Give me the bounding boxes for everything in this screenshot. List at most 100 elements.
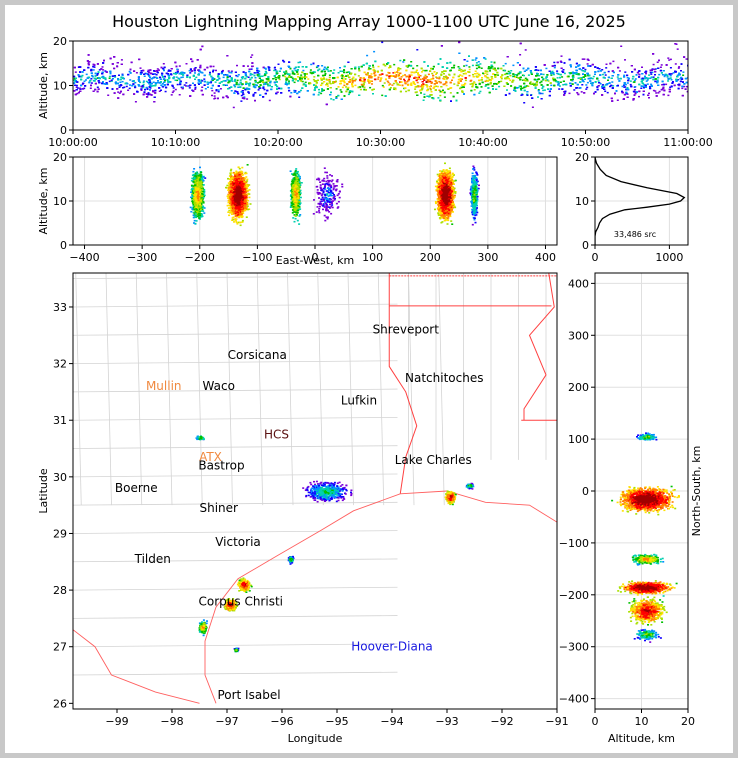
lightning-source [268, 69, 271, 71]
lightning-source [494, 75, 497, 77]
lightning-source [290, 92, 293, 94]
lightning-source [623, 86, 626, 88]
lightning-source [326, 82, 329, 85]
lightning-source [656, 61, 659, 63]
lightning-source [287, 83, 290, 85]
lightning-source [339, 82, 342, 85]
lightning-source [640, 80, 643, 83]
lightning-source [354, 73, 357, 76]
lightning-source [333, 69, 336, 71]
lightning-source [520, 89, 523, 91]
lightning-source [440, 73, 443, 76]
lightning-source [269, 80, 272, 83]
lightning-source [288, 74, 291, 77]
lightning-source [301, 87, 304, 89]
lightning-source [423, 93, 426, 96]
lightning-source [591, 82, 594, 84]
lightning-source [242, 71, 245, 73]
lightning-source [137, 77, 140, 79]
lightning-source [662, 70, 665, 72]
lightning-source [328, 74, 331, 76]
lightning-source [123, 86, 126, 88]
lightning-source [423, 79, 426, 81]
lightning-source [387, 81, 390, 84]
lightning-source [682, 81, 684, 83]
lightning-source [199, 82, 202, 84]
lightning-source [651, 68, 654, 70]
lightning-source [180, 73, 183, 75]
lightning-source [294, 69, 297, 72]
lightning-source [293, 89, 296, 92]
lightning-source [559, 81, 562, 83]
lightning-source [370, 80, 373, 82]
lightning-source [603, 71, 606, 74]
lightning-source [685, 85, 688, 88]
lightning-source [623, 84, 625, 86]
lightning-source [561, 70, 564, 73]
lightning-source [317, 94, 320, 96]
lightning-source [244, 77, 247, 80]
lightning-source [263, 88, 266, 91]
lightning-source [254, 83, 257, 86]
lightning-source [206, 81, 209, 83]
lightning-source [683, 56, 686, 58]
lightning-source [83, 80, 86, 82]
lightning-source [304, 77, 306, 80]
lightning-source [496, 74, 499, 76]
lightning-source [108, 75, 111, 78]
lightning-source [492, 39, 494, 41]
lightning-source [117, 78, 119, 80]
lightning-source [152, 81, 155, 83]
lightning-source [585, 84, 588, 86]
lightning-source [436, 85, 439, 88]
lightning-source [553, 80, 556, 82]
lightning-source [160, 84, 163, 86]
lightning-source [575, 66, 578, 68]
lightning-source [464, 77, 467, 79]
lightning-source [354, 84, 357, 87]
lightning-source [304, 85, 307, 87]
lightning-source [80, 75, 83, 78]
lightning-source [551, 70, 554, 73]
lightning-source [636, 71, 639, 74]
lightning-source [399, 81, 401, 83]
lightning-source [541, 76, 543, 79]
lightning-source [660, 88, 663, 91]
lightning-source [575, 71, 578, 74]
lightning-source [436, 77, 439, 79]
lightning-source [337, 86, 340, 88]
lightning-source [176, 71, 179, 73]
time-tick-label: 10:10:00 [151, 136, 200, 149]
lightning-source [537, 69, 540, 72]
lightning-source [443, 96, 446, 98]
lightning-source [451, 67, 453, 69]
lightning-source [457, 66, 460, 68]
lightning-source [129, 72, 132, 74]
lightning-source [317, 65, 320, 67]
lightning-source [433, 83, 436, 85]
lightning-source [141, 85, 144, 87]
lightning-source [242, 87, 245, 89]
lightning-source [546, 79, 549, 81]
lightning-source [679, 80, 682, 83]
lightning-source [80, 84, 83, 87]
lightning-source [490, 76, 493, 78]
lightning-source [604, 77, 606, 79]
lightning-source [413, 83, 416, 85]
lightning-source [365, 62, 368, 65]
lightning-source [526, 78, 529, 81]
lightning-source [396, 83, 399, 86]
lightning-source [226, 96, 229, 99]
lightning-source [289, 95, 292, 98]
lightning-source [417, 78, 420, 80]
lightning-source [332, 99, 335, 101]
lightning-source [252, 93, 255, 96]
lightning-source [416, 49, 419, 51]
lightning-source [335, 88, 338, 90]
lightning-source [648, 92, 650, 95]
lightning-source [586, 58, 589, 61]
lightning-source [92, 90, 95, 92]
lightning-source [284, 73, 287, 75]
lightning-source [159, 81, 162, 83]
lightning-source [621, 91, 624, 94]
